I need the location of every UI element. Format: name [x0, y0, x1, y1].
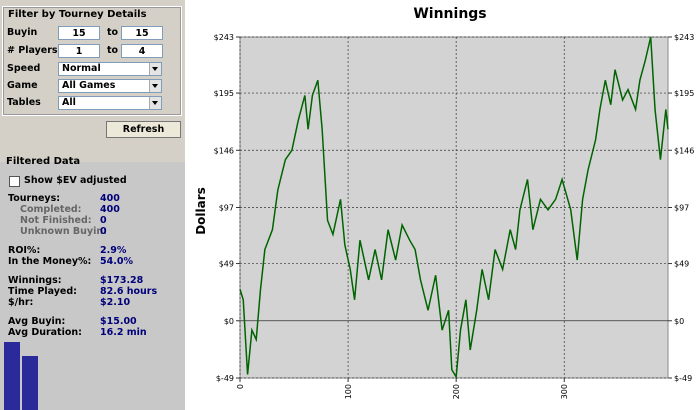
stat-label: Avg Buyin:	[8, 316, 66, 327]
players-label: # Players	[7, 45, 58, 56]
filter-title: Filter by Tourney Details	[8, 9, 147, 20]
stat-value: $173.28	[100, 275, 144, 286]
speed-label: Speed	[7, 63, 41, 74]
y-tick-label: $146	[214, 146, 234, 155]
y-tick-label: $195	[214, 89, 234, 98]
y-tick-label: $97	[219, 204, 234, 213]
stat-value: 54.0%	[100, 256, 133, 267]
refresh-button[interactable]: Refresh	[106, 121, 181, 138]
filter-box	[2, 6, 182, 116]
stats-title: Filtered Data	[6, 156, 81, 167]
stat-label: In the Money%:	[8, 256, 92, 267]
buyin-label: Buyin	[7, 27, 38, 38]
stat-value: 16.2 min	[100, 327, 147, 338]
stats-panel: Filtered Data Show $EV adjusted Tourneys…	[0, 156, 185, 410]
stat-value: 400	[100, 193, 120, 204]
tables-select[interactable]: All	[58, 96, 162, 110]
players-to[interactable]: 4	[121, 44, 163, 58]
stat-value: 0	[100, 226, 107, 237]
stat-label: Tourneys:	[8, 193, 61, 204]
chart: Winnings Dollars $-49 $-49 $0 $0 $49 $49 $97 $9…	[185, 0, 700, 410]
stat-value: 2.9%	[100, 245, 127, 256]
speed-value: Normal	[62, 63, 101, 74]
y-tick-label: $243	[214, 33, 234, 42]
y-tick-label: $0	[224, 317, 234, 326]
y2-tick-label: $0	[674, 317, 684, 326]
stat-label: Avg Duration:	[8, 327, 82, 338]
stat-label: Not Finished:	[20, 215, 92, 226]
dropdown-arrow	[152, 84, 158, 88]
stat-label: Time Played:	[8, 286, 77, 297]
game-label: Game	[7, 80, 38, 91]
players-from[interactable]: 1	[58, 44, 100, 58]
dropdown-arrow	[152, 101, 158, 105]
buyin-from[interactable]: 15	[58, 26, 100, 40]
stat-label: Winnings:	[8, 275, 62, 286]
x-tick-label: 0	[236, 384, 245, 389]
stat-value: $15.00	[100, 316, 137, 327]
game-value: All Games	[62, 80, 116, 91]
speed-select[interactable]: Normal	[58, 62, 162, 76]
y2-tick-label: $-49	[674, 374, 692, 383]
line	[239, 36, 669, 380]
decor-bar	[4, 342, 20, 410]
stat-value: 400	[100, 204, 120, 215]
x-tick-label: 300	[560, 384, 569, 399]
stat-label: $/hr:	[8, 297, 34, 308]
to-label: to	[107, 27, 119, 38]
tables-label: Tables	[7, 97, 41, 108]
y2-tick-label: $97	[674, 204, 689, 213]
buyin-to[interactable]: 15	[121, 26, 163, 40]
y2-tick-label: $195	[674, 89, 694, 98]
stat-value: $2.10	[100, 297, 131, 308]
x-tick-label: 100	[344, 384, 353, 399]
checkbox-label: Show $EV adjusted	[24, 175, 127, 186]
stat-value: 82.6 hours	[100, 286, 158, 297]
x-tick-label: 200	[452, 384, 461, 399]
y2-tick-label: $49	[674, 260, 689, 269]
stat-label: ROI%:	[8, 245, 41, 256]
y2-tick-label: $243	[674, 33, 694, 42]
stat-value: 0	[100, 215, 107, 226]
checkbox[interactable]	[9, 176, 20, 187]
to-label: to	[107, 45, 119, 56]
y-tick-label: $-49	[216, 374, 234, 383]
stat-label: Unknown Buyin:	[20, 226, 107, 237]
y-axis-label: Dollars	[194, 187, 208, 235]
y2-tick-label: $146	[674, 146, 694, 155]
chart-title: Winnings	[413, 6, 486, 22]
stat-label: Completed:	[20, 204, 82, 215]
tables-value: All	[62, 97, 76, 108]
filter-panel: Filter by Tourney Details Buyin 15 to 15…	[0, 0, 185, 410]
decor-bar	[22, 356, 38, 410]
game-select[interactable]: All Games	[58, 79, 162, 93]
dropdown-arrow	[152, 67, 158, 71]
y-tick-label: $49	[219, 260, 234, 269]
